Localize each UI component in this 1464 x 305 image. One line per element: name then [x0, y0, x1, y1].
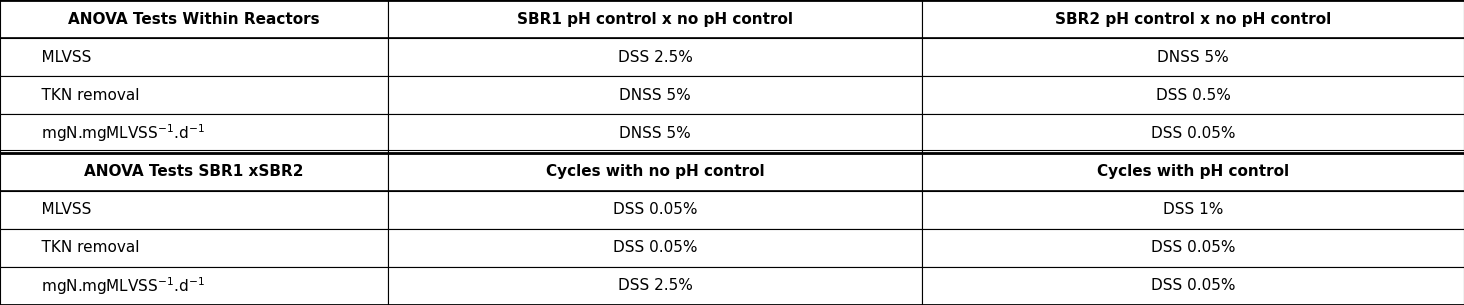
Bar — [922, 229, 1464, 267]
Bar — [0, 76, 388, 114]
Text: MLVSS: MLVSS — [22, 202, 91, 217]
Bar — [922, 38, 1464, 76]
Bar — [0, 114, 388, 152]
Bar — [0, 38, 388, 76]
Text: SBR2 pH control x no pH control: SBR2 pH control x no pH control — [1056, 12, 1331, 27]
Bar — [922, 267, 1464, 305]
Text: SBR1 pH control x no pH control: SBR1 pH control x no pH control — [517, 12, 793, 27]
Bar — [0, 267, 388, 305]
Bar — [388, 152, 922, 191]
Bar — [388, 191, 922, 229]
Text: DNSS 5%: DNSS 5% — [619, 126, 691, 141]
Text: mgN.mgMLVSS$^{-1}$.d$^{-1}$: mgN.mgMLVSS$^{-1}$.d$^{-1}$ — [22, 123, 205, 144]
Text: DSS 0.5%: DSS 0.5% — [1155, 88, 1231, 103]
Text: DNSS 5%: DNSS 5% — [1157, 50, 1230, 65]
Text: DSS 0.05%: DSS 0.05% — [1151, 126, 1236, 141]
Text: DNSS 5%: DNSS 5% — [619, 88, 691, 103]
Text: DSS 0.05%: DSS 0.05% — [613, 240, 697, 255]
Bar — [922, 152, 1464, 191]
Bar — [388, 76, 922, 114]
Text: DSS 1%: DSS 1% — [1162, 202, 1224, 217]
Text: DSS 0.05%: DSS 0.05% — [1151, 278, 1236, 293]
Bar — [388, 229, 922, 267]
Bar — [922, 191, 1464, 229]
Bar — [0, 229, 388, 267]
Bar — [922, 114, 1464, 152]
Text: TKN removal: TKN removal — [22, 240, 139, 255]
Text: Cycles with pH control: Cycles with pH control — [1097, 164, 1290, 179]
Text: DSS 0.05%: DSS 0.05% — [1151, 240, 1236, 255]
Text: Cycles with no pH control: Cycles with no pH control — [546, 164, 764, 179]
Bar — [388, 0, 922, 38]
Text: DSS 2.5%: DSS 2.5% — [618, 278, 692, 293]
Bar — [388, 267, 922, 305]
Text: DSS 0.05%: DSS 0.05% — [613, 202, 697, 217]
Text: MLVSS: MLVSS — [22, 50, 91, 65]
Bar — [0, 191, 388, 229]
Bar — [388, 38, 922, 76]
Text: DSS 2.5%: DSS 2.5% — [618, 50, 692, 65]
Bar — [0, 152, 388, 191]
Text: ANOVA Tests SBR1 xSBR2: ANOVA Tests SBR1 xSBR2 — [85, 164, 303, 179]
Text: mgN.mgMLVSS$^{-1}$.d$^{-1}$: mgN.mgMLVSS$^{-1}$.d$^{-1}$ — [22, 275, 205, 297]
Bar — [0, 0, 388, 38]
Text: ANOVA Tests Within Reactors: ANOVA Tests Within Reactors — [69, 12, 319, 27]
Bar — [922, 0, 1464, 38]
Text: TKN removal: TKN removal — [22, 88, 139, 103]
Bar — [922, 76, 1464, 114]
Bar — [388, 114, 922, 152]
